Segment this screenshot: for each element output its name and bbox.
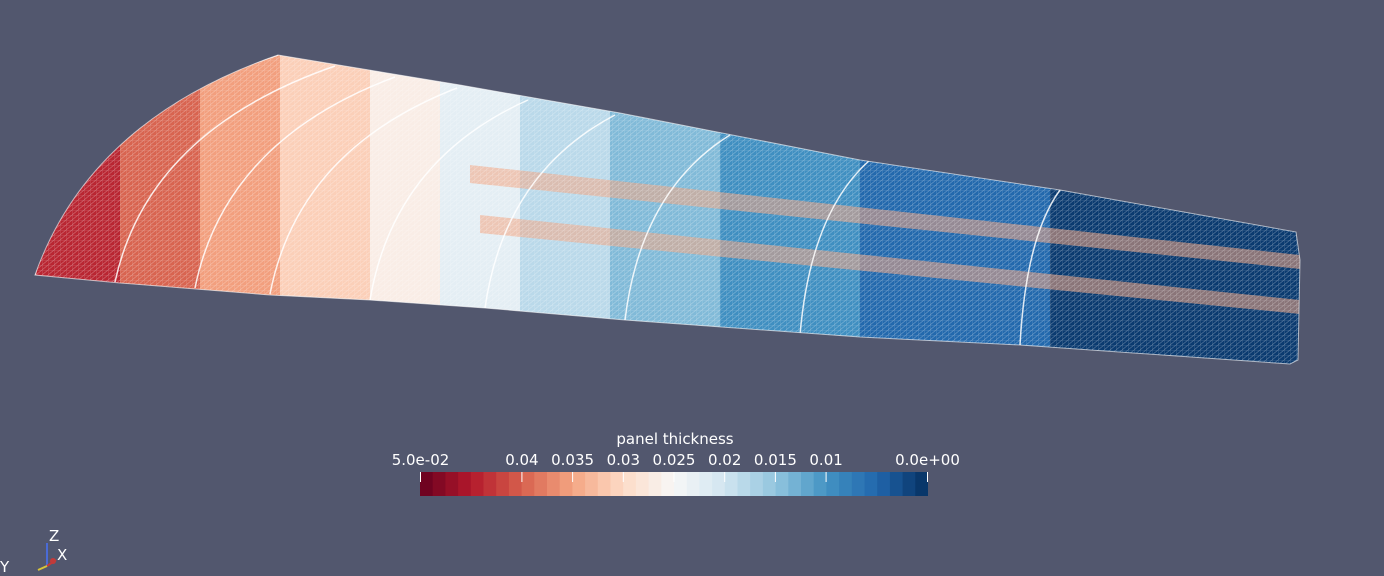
scalar-bar-bin [572,472,586,496]
rib-line [269,87,458,295]
scalar-bar-bin [470,472,485,496]
rib-line [799,159,871,336]
scalar-bar-bin [737,472,751,496]
scalar-bar-bin [750,472,764,496]
scalar-bar-bin [877,472,891,496]
scalar-bar-bin [585,472,599,496]
scalar-bar-bin [686,472,700,496]
scalar-bar-bin [508,472,523,496]
scalar-bar-tick-label: 0.01 [809,451,843,469]
z-axis-label: Z [49,527,60,545]
y-axis-line [37,565,48,571]
scalar-bar-bin [674,472,688,496]
scalar-bar-bin [851,472,866,496]
scalar-bar-bin [623,472,637,496]
scalar-bar-bin [635,472,650,496]
scalar-bar-bin [801,472,815,496]
scalar-bar-bin [458,472,472,496]
scalar-bar-bin [826,472,840,496]
scalar-bar-bin [889,472,904,496]
scalar-bar-bin [597,472,612,496]
scalar-bar-tick-label: 0.0e+00 [895,451,960,469]
scalar-bar-tick-label: 0.04 [505,451,539,469]
scalar-bar-bin [762,472,777,496]
rib-line [369,99,529,301]
scalar-bar-tick-label: 0.025 [652,451,696,469]
x-axis-label: X [57,546,68,564]
scalar-bar-bin [775,472,789,496]
scalar-bar-bin [712,472,726,496]
scalar-bar-bin [420,472,434,496]
scalar-bar-bin [445,472,459,496]
scalar-bar[interactable] [420,472,928,496]
scalar-bar-bin [915,472,928,496]
scalar-bar-bin [496,472,510,496]
rib-line [194,76,396,289]
scalar-bar-title: panel thickness [616,430,734,448]
rib-line [624,134,731,321]
x-axis-tip [50,558,56,564]
scalar-bar-bin [432,472,446,496]
scalar-bar-tick-label: 0.015 [753,451,797,469]
scalar-bar-bin [521,472,535,496]
scalar-bar-bin [610,472,624,496]
scalar-bar-bin [648,472,662,496]
scalar-bar-bin [788,472,802,496]
wing-band [35,55,121,364]
scalar-bar-bin [483,472,497,496]
rib-line [1019,189,1061,346]
scalar-bar-bin [839,472,853,496]
scalar-bar-bin [699,472,713,496]
scalar-bar-tick-label: 0.035 [551,451,595,469]
scalar-bar-bin [813,472,827,496]
scalar-bar-bin [661,472,675,496]
scalar-bar-bin [902,472,916,496]
scalar-bar-bin [534,472,548,496]
scalar-bar-tick-label: 0.02 [707,451,742,469]
scalar-bar-bin [547,472,561,496]
scalar-bar-bin [559,472,573,496]
rib-line [114,65,336,283]
scalar-bar-tick-label: 0.03 [606,451,640,469]
y-axis-label: Y [0,558,10,576]
scalar-bar-bin [724,472,739,496]
orientation-axes-widget [37,543,57,571]
scalar-bar-tick-label: 5.0e-02 [391,451,450,469]
rib-line [484,114,616,309]
wing-outline [34,54,1301,365]
scalar-bar-bin [864,472,878,496]
